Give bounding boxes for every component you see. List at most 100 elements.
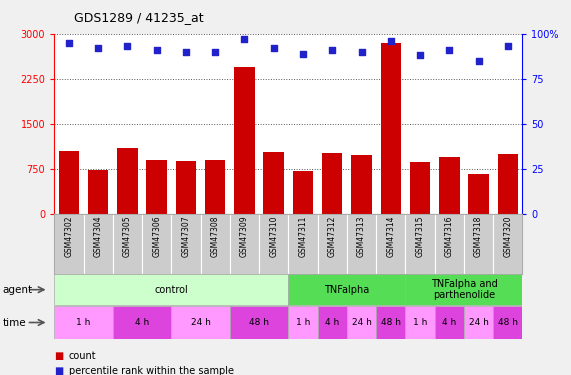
Point bbox=[357, 49, 366, 55]
Bar bbox=[200, 214, 230, 274]
Bar bbox=[376, 214, 405, 274]
Text: 24 h: 24 h bbox=[469, 318, 489, 327]
Point bbox=[211, 49, 220, 55]
Bar bbox=[117, 148, 138, 214]
Text: GSM47318: GSM47318 bbox=[474, 216, 483, 257]
Text: control: control bbox=[154, 285, 188, 295]
Text: GSM47316: GSM47316 bbox=[445, 216, 454, 257]
Text: GSM47305: GSM47305 bbox=[123, 216, 132, 257]
Bar bbox=[230, 214, 259, 274]
Text: ■: ■ bbox=[54, 366, 63, 375]
Point bbox=[299, 51, 308, 57]
Text: GSM47315: GSM47315 bbox=[416, 216, 425, 257]
Text: 1 h: 1 h bbox=[296, 318, 310, 327]
Text: GSM47307: GSM47307 bbox=[182, 216, 191, 257]
Bar bbox=[113, 214, 142, 274]
Text: 24 h: 24 h bbox=[191, 318, 211, 327]
Text: percentile rank within the sample: percentile rank within the sample bbox=[69, 366, 234, 375]
Text: 48 h: 48 h bbox=[249, 318, 269, 327]
Point bbox=[328, 47, 337, 53]
Bar bbox=[376, 306, 405, 339]
Bar bbox=[435, 306, 464, 339]
Bar bbox=[83, 214, 112, 274]
Point bbox=[94, 45, 103, 51]
Text: 24 h: 24 h bbox=[352, 318, 372, 327]
Text: GSM47306: GSM47306 bbox=[152, 216, 161, 257]
Point bbox=[123, 44, 132, 50]
Text: GSM47310: GSM47310 bbox=[269, 216, 278, 257]
Bar bbox=[347, 306, 376, 339]
Bar bbox=[351, 155, 372, 214]
Point bbox=[240, 36, 249, 42]
Bar bbox=[497, 154, 518, 214]
Bar bbox=[176, 161, 196, 214]
Bar bbox=[230, 306, 288, 339]
Bar bbox=[464, 306, 493, 339]
Bar bbox=[205, 160, 226, 214]
Bar bbox=[263, 152, 284, 214]
Text: GDS1289 / 41235_at: GDS1289 / 41235_at bbox=[74, 11, 204, 24]
Point bbox=[474, 58, 483, 64]
Point bbox=[416, 53, 425, 58]
Bar bbox=[347, 214, 376, 274]
Text: GSM47313: GSM47313 bbox=[357, 216, 366, 257]
Point bbox=[386, 38, 395, 44]
Text: GSM47304: GSM47304 bbox=[94, 216, 103, 257]
Bar bbox=[171, 306, 230, 339]
Point bbox=[65, 40, 74, 46]
Point bbox=[152, 47, 161, 53]
Text: 4 h: 4 h bbox=[135, 318, 149, 327]
Text: 1 h: 1 h bbox=[413, 318, 427, 327]
Bar bbox=[439, 158, 460, 214]
Text: GSM47320: GSM47320 bbox=[503, 216, 512, 257]
Text: TNFalpha and
parthenolide: TNFalpha and parthenolide bbox=[431, 279, 497, 300]
Bar bbox=[405, 306, 435, 339]
Text: 48 h: 48 h bbox=[381, 318, 401, 327]
Text: GSM47311: GSM47311 bbox=[299, 216, 308, 257]
Text: GSM47309: GSM47309 bbox=[240, 216, 249, 257]
Text: count: count bbox=[69, 351, 96, 361]
Bar bbox=[405, 214, 435, 274]
Bar bbox=[113, 306, 171, 339]
Bar bbox=[317, 214, 347, 274]
Text: TNFalpha: TNFalpha bbox=[324, 285, 369, 295]
Text: GSM47302: GSM47302 bbox=[65, 216, 74, 257]
Text: time: time bbox=[3, 318, 26, 327]
Bar bbox=[493, 214, 522, 274]
Bar bbox=[493, 306, 522, 339]
Bar bbox=[234, 67, 255, 214]
Text: GSM47308: GSM47308 bbox=[211, 216, 220, 257]
Bar bbox=[317, 306, 347, 339]
Text: ■: ■ bbox=[54, 351, 63, 361]
Bar bbox=[54, 306, 113, 339]
Bar bbox=[288, 274, 405, 305]
Text: 4 h: 4 h bbox=[442, 318, 456, 327]
Text: 48 h: 48 h bbox=[498, 318, 518, 327]
Text: 4 h: 4 h bbox=[325, 318, 339, 327]
Point bbox=[269, 45, 278, 51]
Bar bbox=[54, 274, 288, 305]
Text: GSM47312: GSM47312 bbox=[328, 216, 337, 257]
Bar bbox=[293, 171, 313, 214]
Bar bbox=[410, 162, 431, 214]
Bar bbox=[146, 160, 167, 214]
Bar bbox=[288, 306, 317, 339]
Bar bbox=[288, 214, 317, 274]
Bar bbox=[468, 174, 489, 214]
Text: GSM47314: GSM47314 bbox=[386, 216, 395, 257]
Bar bbox=[171, 214, 200, 274]
Bar bbox=[54, 214, 83, 274]
Point bbox=[182, 49, 191, 55]
Bar bbox=[259, 214, 288, 274]
Bar bbox=[380, 43, 401, 214]
Bar bbox=[322, 153, 343, 214]
Point bbox=[503, 44, 512, 50]
Bar bbox=[59, 151, 79, 214]
Point bbox=[445, 47, 454, 53]
Text: 1 h: 1 h bbox=[77, 318, 91, 327]
Bar bbox=[405, 274, 522, 305]
Bar bbox=[142, 214, 171, 274]
Bar bbox=[435, 214, 464, 274]
Bar bbox=[464, 214, 493, 274]
Text: agent: agent bbox=[3, 285, 33, 295]
